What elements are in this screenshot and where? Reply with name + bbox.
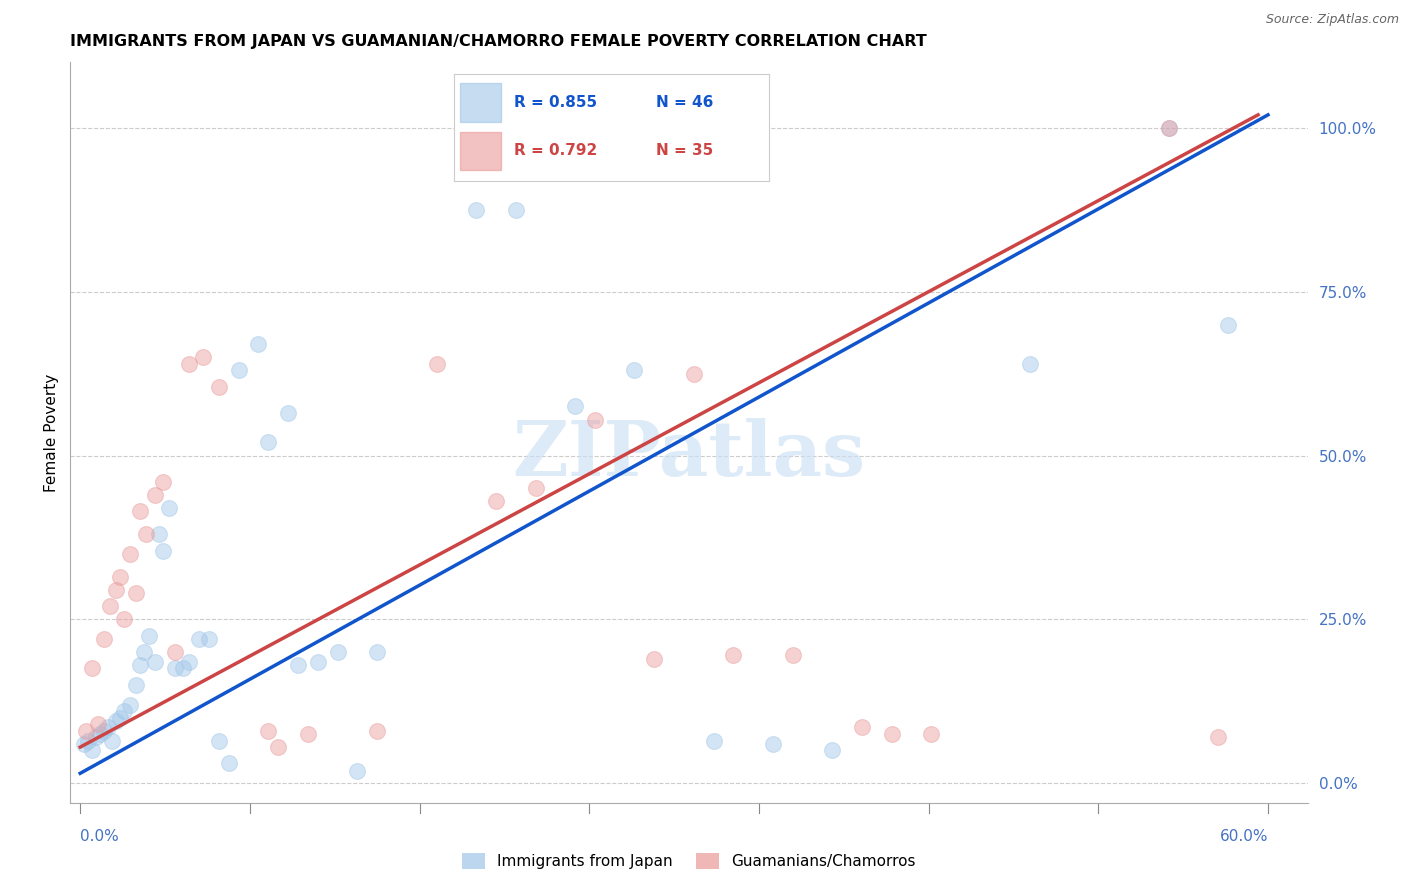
Point — [920, 727, 942, 741]
Point — [880, 727, 903, 741]
Point — [425, 357, 447, 371]
Point — [782, 648, 804, 663]
Point — [583, 412, 606, 426]
Point — [723, 648, 745, 663]
Text: 0.0%: 0.0% — [80, 829, 120, 844]
Point — [108, 711, 131, 725]
Point — [277, 406, 299, 420]
Point — [257, 435, 280, 450]
Point — [307, 655, 329, 669]
Point — [198, 632, 221, 646]
Point — [346, 764, 368, 779]
Point — [128, 658, 150, 673]
Point — [138, 629, 160, 643]
Point — [228, 363, 250, 377]
Point — [623, 363, 645, 377]
Point — [112, 704, 135, 718]
Point — [287, 658, 309, 673]
Point — [93, 723, 115, 738]
Point — [326, 645, 349, 659]
Point — [247, 337, 270, 351]
Point — [1208, 731, 1230, 745]
Point — [118, 698, 141, 712]
Point — [148, 527, 170, 541]
Point — [177, 655, 200, 669]
Point — [257, 723, 280, 738]
Point — [524, 481, 547, 495]
Point — [118, 547, 141, 561]
Text: 60.0%: 60.0% — [1219, 829, 1268, 844]
Point — [145, 488, 167, 502]
Point — [165, 661, 187, 675]
Point — [172, 661, 194, 675]
Point — [128, 504, 150, 518]
Point — [104, 582, 127, 597]
Point — [152, 475, 174, 489]
Point — [1019, 357, 1042, 371]
Point — [851, 721, 873, 735]
Point — [80, 743, 103, 757]
Point — [762, 737, 785, 751]
Text: ZIPatlas: ZIPatlas — [512, 417, 866, 491]
Point — [89, 727, 111, 741]
Point — [84, 731, 107, 745]
Point — [191, 351, 214, 365]
Point — [1157, 120, 1180, 135]
Point — [124, 586, 146, 600]
Point — [75, 723, 97, 738]
Point — [366, 723, 388, 738]
Point — [208, 733, 231, 747]
Point — [1218, 318, 1240, 332]
Point — [267, 740, 290, 755]
Y-axis label: Female Poverty: Female Poverty — [44, 374, 59, 491]
Point — [564, 400, 586, 414]
Point — [80, 661, 103, 675]
Point — [643, 651, 665, 665]
Point — [505, 202, 527, 217]
Point — [465, 202, 488, 217]
Point — [297, 727, 319, 741]
Point — [366, 645, 388, 659]
Point — [98, 599, 121, 614]
Legend: Immigrants from Japan, Guamanians/Chamorros: Immigrants from Japan, Guamanians/Chamor… — [456, 847, 922, 875]
Point — [821, 743, 844, 757]
Text: IMMIGRANTS FROM JAPAN VS GUAMANIAN/CHAMORRO FEMALE POVERTY CORRELATION CHART: IMMIGRANTS FROM JAPAN VS GUAMANIAN/CHAMO… — [70, 34, 927, 49]
Point — [683, 367, 706, 381]
Point — [101, 733, 124, 747]
Point — [93, 632, 115, 646]
Point — [104, 714, 127, 728]
Point — [157, 500, 180, 515]
Point — [87, 717, 110, 731]
Point — [135, 527, 157, 541]
Point — [188, 632, 211, 646]
Point — [152, 543, 174, 558]
Point — [218, 756, 240, 771]
Point — [73, 737, 96, 751]
Point — [165, 645, 187, 659]
Point — [97, 721, 120, 735]
Text: Source: ZipAtlas.com: Source: ZipAtlas.com — [1265, 13, 1399, 27]
Point — [485, 494, 508, 508]
Point — [1157, 120, 1180, 135]
Point — [112, 612, 135, 626]
Point — [124, 678, 146, 692]
Point — [177, 357, 200, 371]
Point — [208, 380, 231, 394]
Point — [145, 655, 167, 669]
Point — [108, 570, 131, 584]
Point — [132, 645, 155, 659]
Point — [703, 733, 725, 747]
Point — [77, 733, 100, 747]
